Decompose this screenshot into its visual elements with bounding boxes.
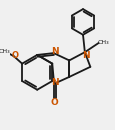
Text: N: N bbox=[51, 78, 58, 87]
Text: O: O bbox=[11, 51, 18, 60]
Text: O: O bbox=[50, 98, 58, 107]
Text: CH₃: CH₃ bbox=[0, 49, 10, 54]
Text: N: N bbox=[50, 47, 58, 56]
Text: N: N bbox=[81, 51, 89, 60]
Text: CH₃: CH₃ bbox=[96, 40, 108, 45]
